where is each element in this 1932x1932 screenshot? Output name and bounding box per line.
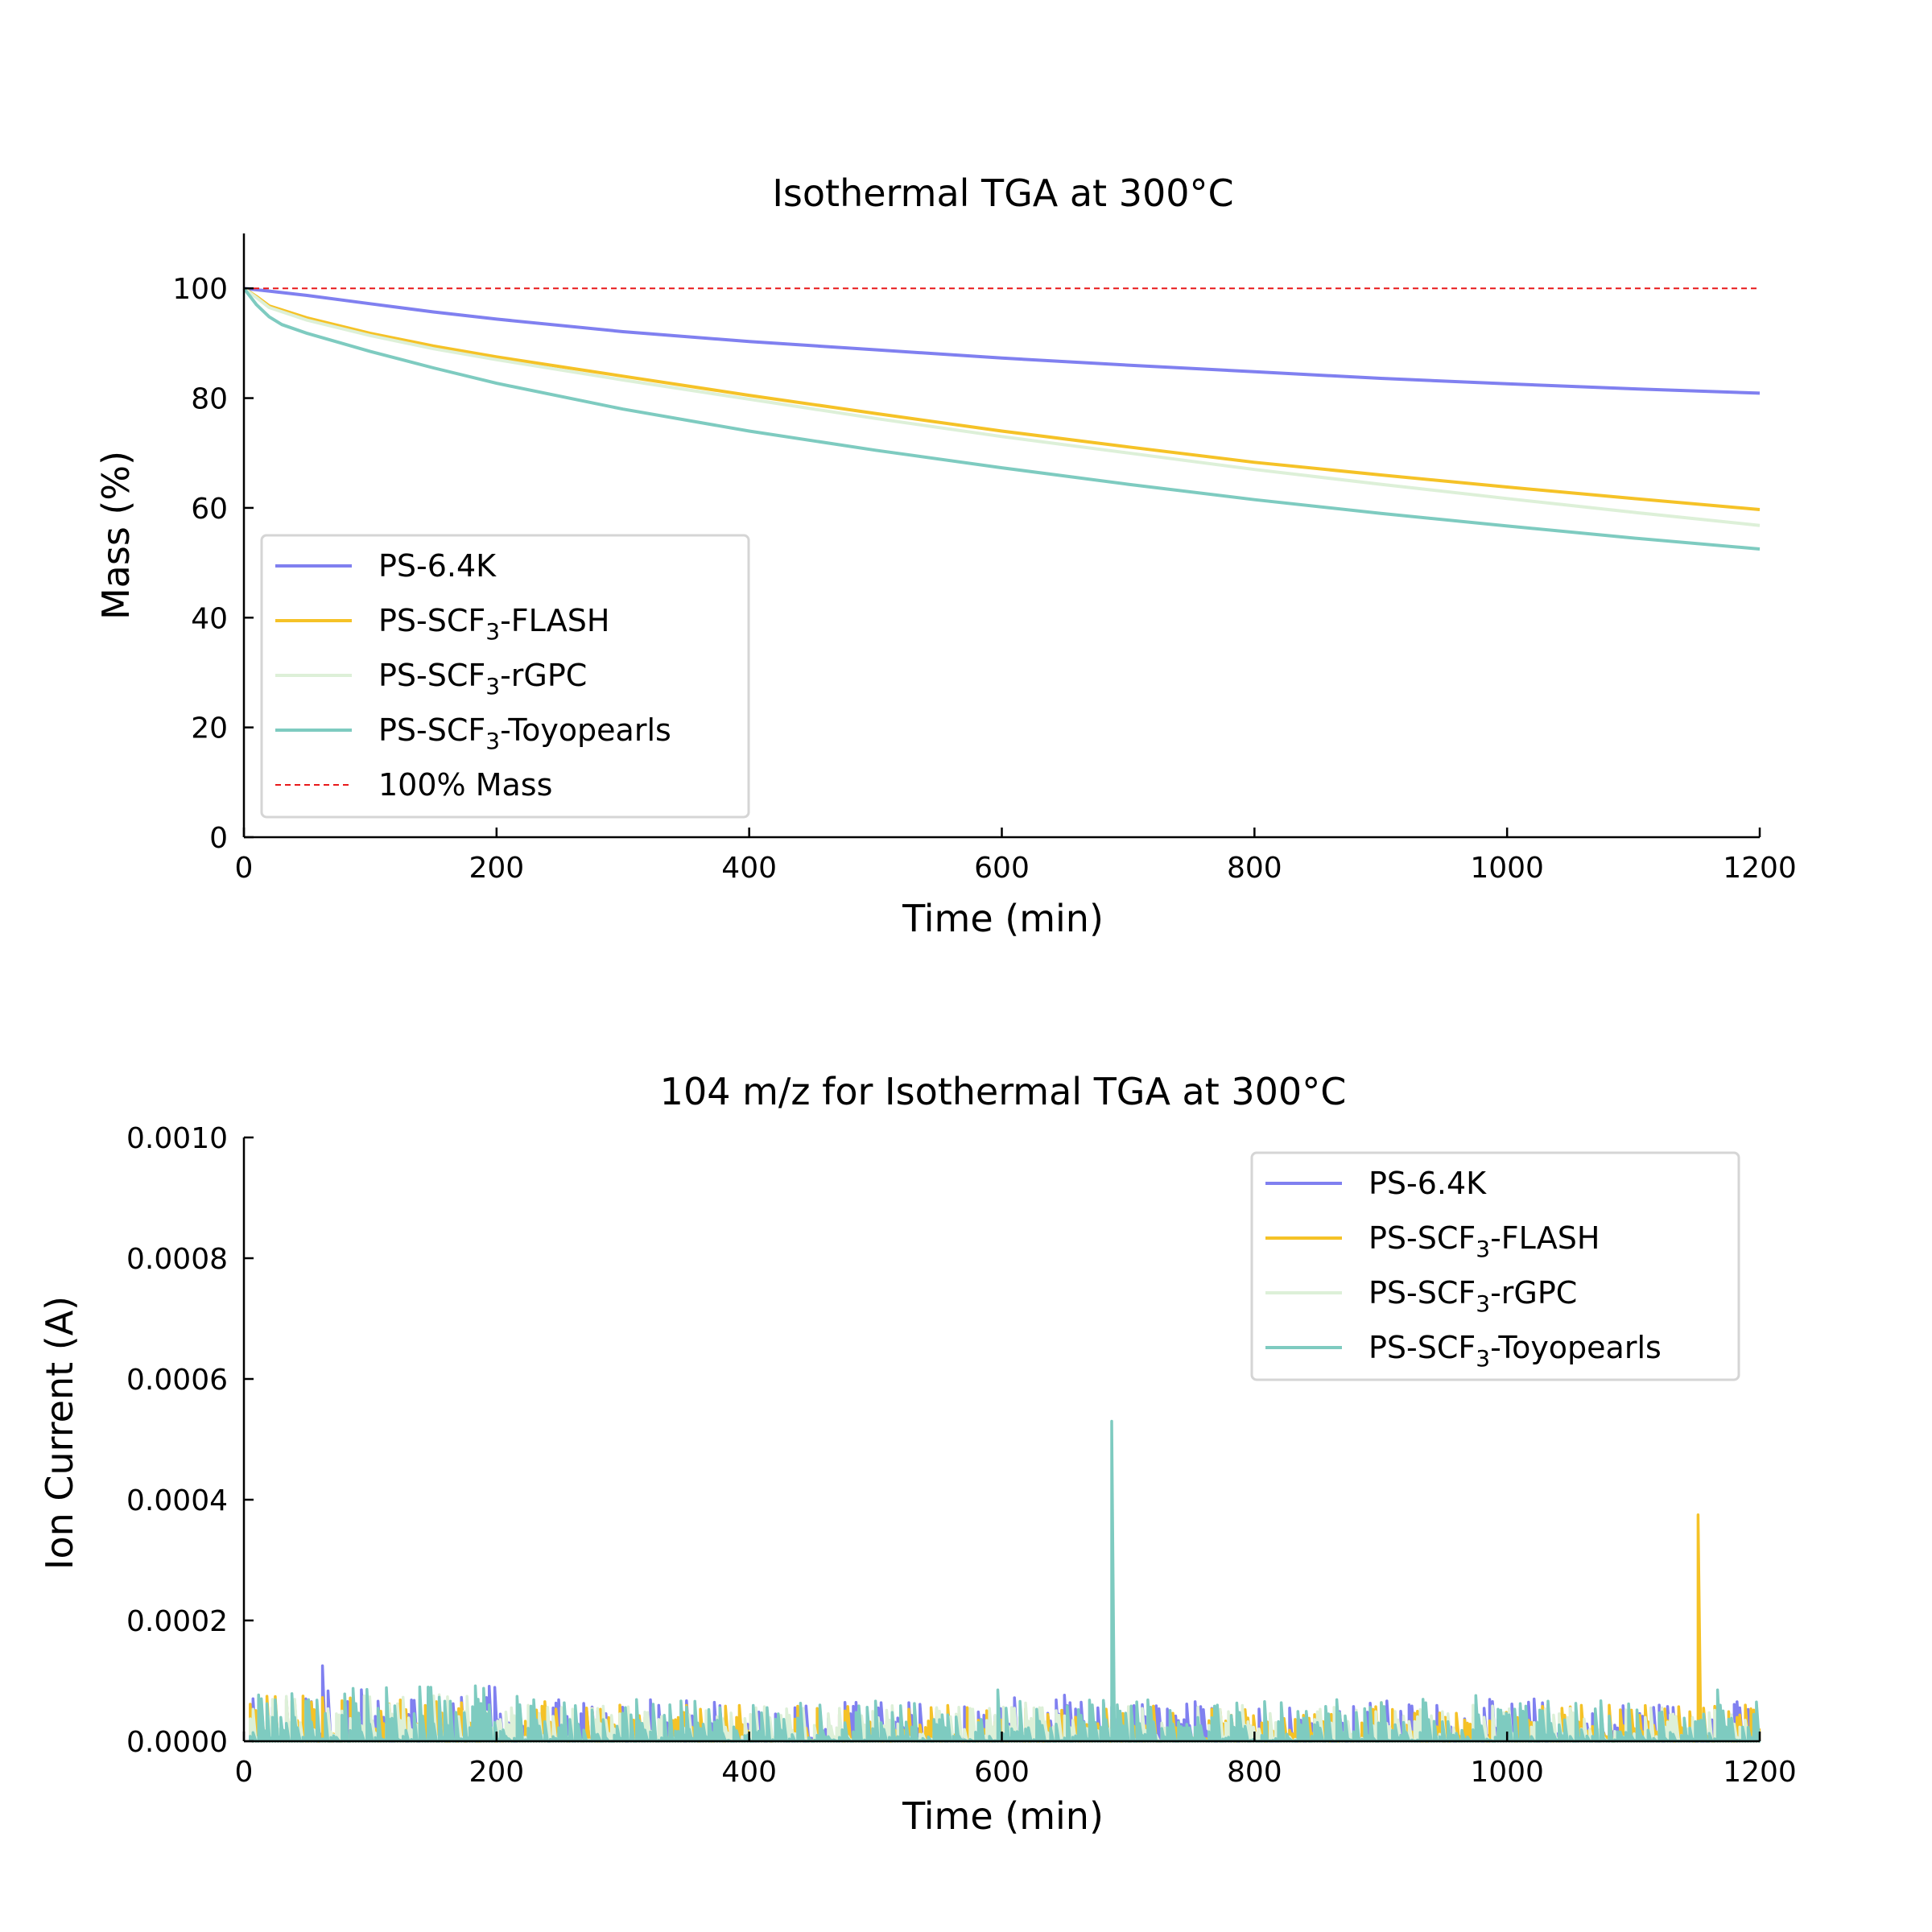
x-tick-label: 800 [1227, 1756, 1282, 1789]
y-tick-label: 80 [191, 383, 228, 416]
y-tick-label: 0 [209, 822, 228, 855]
chart1-y-axis-label: Mass (%) [94, 451, 138, 620]
legend-label: PS-SCF3-Toyopearls [378, 712, 671, 754]
x-tick-label: 1000 [1470, 852, 1544, 885]
x-tick-label: 0 [235, 852, 254, 885]
x-tick-label: 1200 [1723, 852, 1797, 885]
series-trace-ps-scf3-toyopearls [249, 1419, 1761, 1743]
y-tick-label: 20 [191, 712, 228, 745]
chart2-x-axis-label: Time (min) [902, 1794, 1104, 1838]
legend-label: PS-SCF3-rGPC [378, 658, 587, 700]
series-line-ps-scf3-rgpc [242, 287, 1761, 527]
legend-label: PS-SCF3-FLASH [378, 603, 609, 645]
x-tick-label: 600 [974, 852, 1030, 885]
y-tick-label: 40 [191, 602, 228, 635]
legend-label: PS-SCF3-FLASH [1368, 1220, 1600, 1262]
legend-label: PS-SCF3-Toyopearls [1368, 1330, 1662, 1372]
y-tick-label: 0.0004 [126, 1484, 228, 1517]
legend-label: 100% Mass [378, 767, 552, 803]
y-tick-label: 0.0010 [126, 1122, 228, 1155]
tga-mass-chart: Isothermal TGA at 300°C 0 200 400 600 800 100… [94, 171, 1797, 940]
y-tick-label: 100 [172, 273, 228, 306]
chart2-axes: 0 200 400 600 800 1000 1200 0.0000 0.0002 0.0004 0… [126, 1122, 1797, 1789]
x-tick-label: 1200 [1723, 1756, 1797, 1789]
ion-current-chart: 104 m/z for Isothermal TGA at 300°C 0 200… [38, 1070, 1797, 1838]
chart1-series-group [242, 287, 1761, 551]
legend-label: PS-SCF3-rGPC [1368, 1275, 1577, 1317]
chart2-legend: PS-6.4K PS-SCF3-FLASH PS-SCF3-rGPC PS-SCF3-… [1250, 1151, 1740, 1381]
legend-label: PS-6.4K [1368, 1166, 1487, 1201]
legend-box [1250, 1151, 1740, 1381]
legend-box [260, 534, 750, 819]
legend-label: PS-6.4K [378, 548, 497, 584]
chart1-title: Isothermal TGA at 300°C [772, 171, 1233, 215]
x-tick-label: 200 [469, 1756, 524, 1789]
x-tick-label: 200 [469, 852, 524, 885]
chart1-x-axis-label: Time (min) [902, 897, 1104, 940]
x-tick-label: 1000 [1470, 1756, 1544, 1789]
chart2-series-group [249, 1419, 1761, 1743]
x-tick-label: 600 [974, 1756, 1030, 1789]
y-tick-label: 0.0006 [126, 1364, 228, 1397]
chart1-legend: PS-6.4K PS-SCF3-FLASH PS-SCF3-rGPC PS-SCF3-… [260, 534, 750, 819]
y-tick-label: 0.0000 [126, 1726, 228, 1759]
series-line-ps-scf3-flash [242, 287, 1761, 511]
y-tick-label: 0.0002 [126, 1605, 228, 1638]
chart1-axes: 0 200 400 600 800 1000 1200 0 20 40 60 80 100 [172, 233, 1797, 885]
x-tick-label: 800 [1227, 852, 1282, 885]
x-tick-label: 400 [721, 852, 777, 885]
y-tick-label: 60 [191, 493, 228, 526]
series-line-ps-scf3-toyopearls [242, 287, 1761, 551]
x-tick-label: 400 [721, 1756, 777, 1789]
x-tick-label: 0 [235, 1756, 254, 1789]
chart2-y-axis-label: Ion Current (A) [38, 1296, 81, 1570]
chart2-title: 104 m/z for Isothermal TGA at 300°C [660, 1070, 1347, 1113]
series-line-ps-6-4k [243, 287, 1761, 395]
y-tick-label: 0.0008 [126, 1243, 228, 1276]
